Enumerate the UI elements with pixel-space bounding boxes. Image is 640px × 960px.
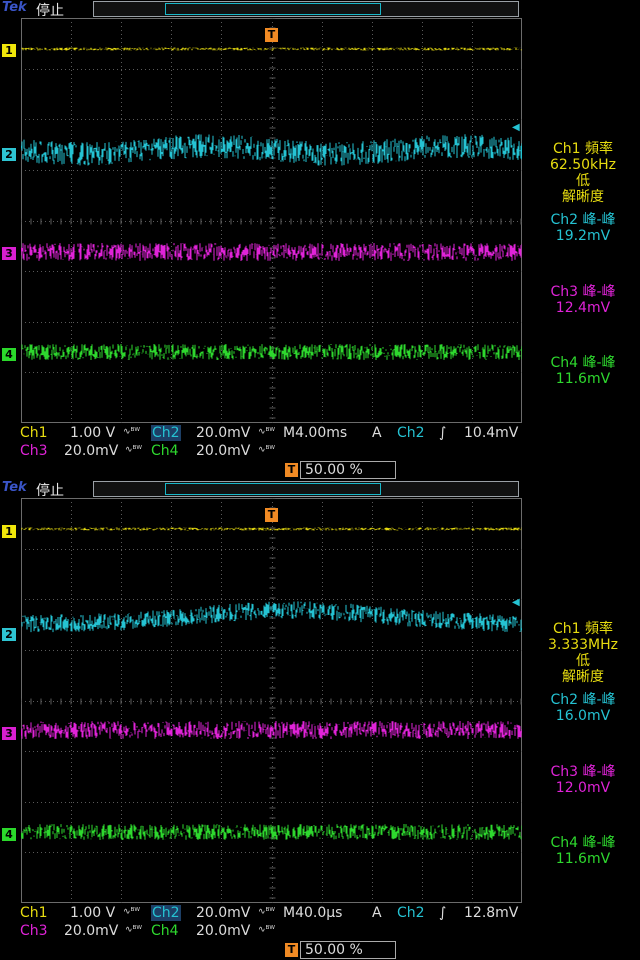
ch3-label[interactable]: Ch3 [20,923,48,939]
ch3-marker[interactable]: 3 [2,727,16,740]
ch2-scale[interactable]: 20.0mV [196,425,251,441]
trigger-position-marker: T [265,28,278,42]
trigger-position-marker: T [265,508,278,522]
trigger-level-arrow: ◀ [512,597,520,608]
waveform-trace [21,47,522,51]
record-view-bar [93,481,519,497]
graticule [21,498,522,903]
ch4-scale[interactable]: 20.0mV [196,923,251,939]
waveform-trace [21,824,522,840]
trigger-slope-icon: ∫ [439,425,447,441]
ch3-marker[interactable]: 3 [2,247,16,260]
timebase[interactable]: M4.00ms [283,425,348,441]
ch1-label[interactable]: Ch1 [20,425,48,441]
ch2-marker[interactable]: 2 [2,148,16,161]
ch4-label[interactable]: Ch4 [151,443,179,459]
measurement-ch1-frequency: Ch1 頻率 3.333MHz 低 解晰度 [547,621,619,685]
measurement-ch3-pk-pk: Ch3 峰-峰 12.4mV [550,284,616,316]
waveform-area [21,527,522,840]
brand-logo: Tek [2,0,27,15]
waveform-trace [21,243,522,261]
ch4-bw-icon: ∿ᴮᵂ [258,445,276,455]
waveform-trace [21,527,522,531]
trigger-level[interactable]: 12.8mV [464,905,519,921]
ch1-scale[interactable]: 1.00 V [70,905,116,921]
trigger-pos-icon: T [285,943,298,957]
trigger-level-arrow: ◀ [512,122,520,133]
trigger-mode: A [372,905,382,921]
trigger-mode: A [372,425,382,441]
ch3-scale[interactable]: 20.0mV [64,443,119,459]
ch4-marker[interactable]: 4 [2,348,16,361]
measurement-ch3-pk-pk: Ch3 峰-峰 12.0mV [550,764,616,796]
ch4-bw-icon: ∿ᴮᵂ [258,925,276,935]
scope-screen-1: Tek 停止 T 1 2 3 4 ◀ Ch1 頻率 62.50kHz 低 解晰度… [0,0,640,479]
ch3-scale[interactable]: 20.0mV [64,923,119,939]
ch1-scale[interactable]: 1.00 V [70,425,116,441]
trigger-source[interactable]: Ch2 [397,425,425,441]
measurement-ch2-pk-pk: Ch2 峰-峰 19.2mV [550,212,616,244]
ch3-label[interactable]: Ch3 [20,443,48,459]
waveform-trace [21,134,522,166]
brand-logo: Tek [2,480,27,495]
ch2-label[interactable]: Ch2 [151,425,181,441]
record-view-window [165,483,381,495]
waveform-trace [21,344,522,360]
waveform-trace [21,601,522,633]
ch2-label[interactable]: Ch2 [151,905,181,921]
ch1-bw-icon: ∿ᴮᵂ [123,907,141,917]
record-view-bar [93,1,519,17]
trigger-level[interactable]: 10.4mV [464,425,519,441]
ch2-marker[interactable]: 2 [2,628,16,641]
trigger-position-readout[interactable]: 50.00 % [300,461,396,479]
measurement-ch4-pk-pk: Ch4 峰-峰 11.6mV [550,835,616,867]
scope-screen-2: Tek 停止 T 1 2 3 4 ◀ Ch1 頻率 3.333MHz 低 解晰度… [0,480,640,960]
trigger-source[interactable]: Ch2 [397,905,425,921]
acquisition-state: 停止 [36,483,64,499]
ch1-marker[interactable]: 1 [2,44,16,57]
graticule [21,18,522,423]
trigger-pos-icon: T [285,463,298,477]
waveform-trace [21,721,522,739]
top-bar: Tek 停止 [0,0,640,19]
timebase[interactable]: M40.0µs [283,905,343,921]
ch4-scale[interactable]: 20.0mV [196,443,251,459]
ch2-scale[interactable]: 20.0mV [196,905,251,921]
ch4-marker[interactable]: 4 [2,828,16,841]
ch1-marker[interactable]: 1 [2,525,16,538]
ch1-label[interactable]: Ch1 [20,905,48,921]
acquisition-state: 停止 [36,3,64,19]
top-bar: Tek 停止 [0,480,640,499]
ch3-bw-icon: ∿ᴮᵂ [125,925,143,935]
trigger-position-readout[interactable]: 50.00 % [300,941,396,959]
waveform-area [21,47,522,360]
measurement-ch4-pk-pk: Ch4 峰-峰 11.6mV [550,355,616,387]
trigger-slope-icon: ∫ [439,905,447,921]
measurement-ch1-frequency: Ch1 頻率 62.50kHz 低 解晰度 [549,141,617,205]
ch3-bw-icon: ∿ᴮᵂ [125,445,143,455]
measurement-ch2-pk-pk: Ch2 峰-峰 16.0mV [550,692,616,724]
ch1-bw-icon: ∿ᴮᵂ [123,427,141,437]
ch4-label[interactable]: Ch4 [151,923,179,939]
ch2-bw-icon: ∿ᴮᵂ [258,427,276,437]
record-view-window [165,3,381,15]
ch2-bw-icon: ∿ᴮᵂ [258,907,276,917]
